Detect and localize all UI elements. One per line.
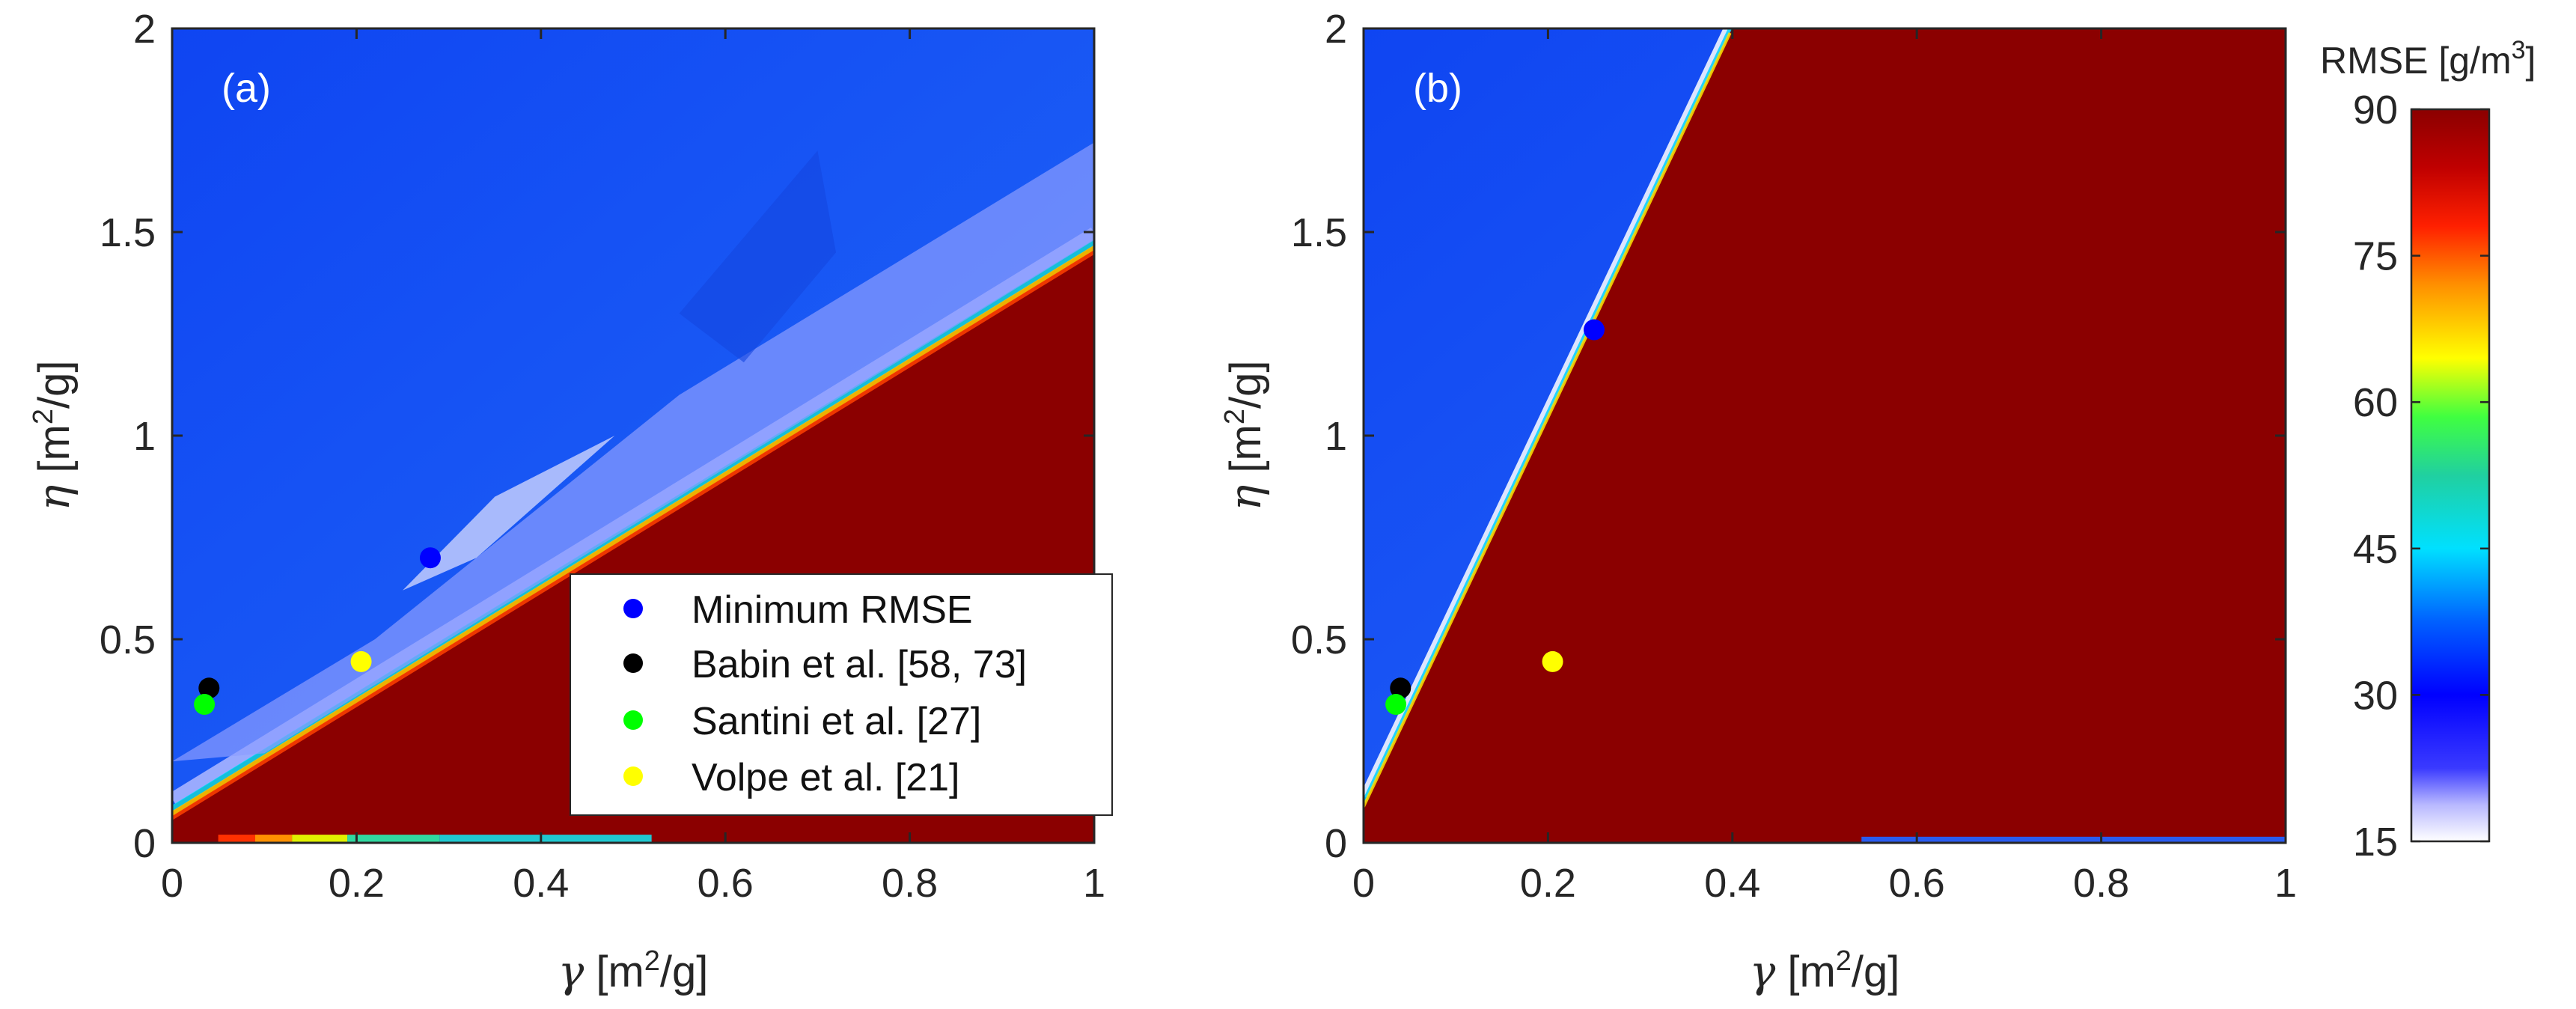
heat-bottom-strip-a [347,835,440,843]
axes-a: 0 0.2 0.4 0.6 0.8 1 0 0.5 1 1.5 2 [100,7,1105,906]
marker-volpe-a [350,650,372,672]
x-tick-label-a: 0.2 [329,861,385,906]
colorbar-tick-label: 75 [2353,234,2398,279]
marker-babin-a [198,677,220,699]
heat-dark-lobe-a [679,150,837,363]
colorbar-tick-label: 45 [2353,527,2398,572]
x-axis-label-a: γ [m2/g] [558,945,709,997]
y-tick-label-b: 2 [1325,7,1347,52]
colorbar-tick-label: 90 [2353,88,2398,132]
legend-box [570,573,1113,816]
heat-low-region-b [1364,28,2286,802]
heat-transition-band-a [172,246,1094,816]
marker-babin-b [1390,677,1411,699]
colorbar-tick-label: 60 [2353,380,2398,425]
heat-low-region-a [172,28,1094,807]
colorbar-title: RMSE [g/m3] [2320,36,2536,82]
heat-bottom-strip-a [292,835,348,843]
colorbar-tick-label: 15 [2353,820,2398,865]
markers-a [194,547,441,716]
heatmap-a [172,28,1094,843]
colorbar: RMSE [g/m3] 15 30 45 60 75 90 [2320,36,2536,865]
marker-minimum-b [1584,319,1605,341]
legend-marker-minimum [623,599,643,618]
y-axis-label-b: η [m2/g] [1219,361,1271,511]
heat-bottom-strip-a [254,835,293,843]
colorbar-ticks: 15 30 45 60 75 90 [2353,88,2489,865]
legend-marker-volpe [623,766,643,786]
legend-marker-santini [623,710,643,730]
y-tick-label-b: 0 [1325,821,1347,866]
marker-santini-a [194,694,216,716]
x-tick-label-b: 0.4 [1704,861,1760,906]
heat-transition-band-b [1364,28,1732,798]
heat-bottom-strip-a [439,835,652,843]
marker-santini-b [1385,694,1407,716]
panel-a: 0 0.2 0.4 0.6 0.8 1 0 0.5 1 1.5 2 (a) Minimum RMSE… [28,7,1113,997]
x-tick-label-b: 1 [2274,861,2297,906]
axes-b: 0 0.2 0.4 0.6 0.8 1 0 0.5 1 1.5 2 [1291,7,2297,906]
x-tick-label-b: 0.6 [1889,861,1945,906]
y-tick-label-a: 0 [133,821,156,866]
y-tick-label-a: 2 [133,7,156,52]
y-tick-label-b: 0.5 [1291,618,1347,662]
y-tick-label-a: 1.5 [100,210,156,255]
heatmap-b [1364,28,2286,843]
y-tick-label-a: 0.5 [100,618,156,662]
legend-label-santini: Santini et al. [27] [692,700,981,743]
heat-valley-core-a [403,436,615,591]
heat-bottom-strip-b [1861,836,2286,843]
legend-label-volpe: Volpe et al. [21] [692,756,960,799]
y-tick-label-b: 1 [1325,414,1347,459]
x-tick-label-a: 0 [161,861,183,906]
legend-marker-babin [623,653,643,673]
x-tick-label-b: 0.2 [1520,861,1576,906]
legend-label-minimum: Minimum RMSE [692,588,973,632]
panel-b: 0 0.2 0.4 0.6 0.8 1 0 0.5 1 1.5 2 (b) γ [m2/g] η [… [1219,7,2297,997]
y-tick-label-a: 1 [133,414,156,459]
heat-transition-band-b [1364,32,1732,808]
x-tick-label-b: 0.8 [2073,861,2129,906]
colorbar-scale [2410,108,2491,843]
marker-volpe-b [1542,650,1563,672]
y-tick-label-b: 1.5 [1291,210,1347,255]
heat-bottom-strip-a [218,835,255,843]
panel-label-a: (a) [222,66,271,111]
colorbar-tick-label: 30 [2353,673,2398,718]
x-tick-label-a: 0.6 [698,861,754,906]
marker-minimum-a [419,547,441,569]
legend-label-babin: Babin et al. [58, 73] [692,643,1027,686]
x-tick-label-a: 0.4 [513,861,569,906]
x-tick-label-a: 0.8 [882,861,938,906]
y-axis-label-a: η [m2/g] [28,361,79,511]
legend: Minimum RMSE Babin et al. [58, 73] Santi… [570,573,1113,816]
markers-b [1385,319,1605,716]
x-tick-label-a: 1 [1083,861,1105,906]
heat-transition-band-a [172,250,1094,820]
x-tick-label-b: 0 [1352,861,1375,906]
panel-label-b: (b) [1413,66,1462,111]
x-axis-label-b: γ [m2/g] [1750,945,1900,997]
heat-transition-band-b [1364,28,1732,803]
heat-valley-a [172,142,1094,762]
